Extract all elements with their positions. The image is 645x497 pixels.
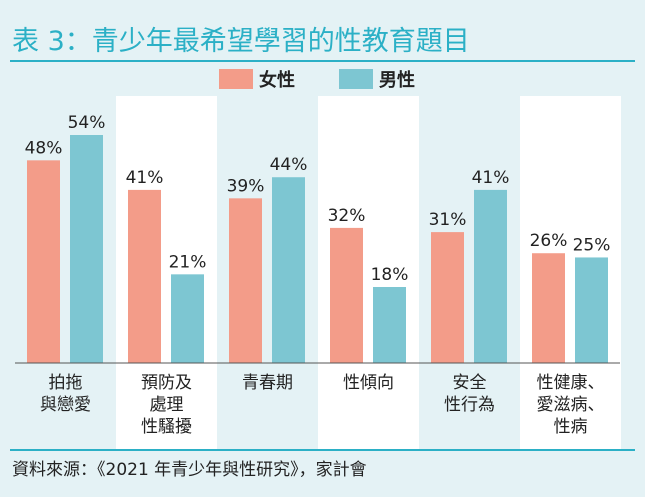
bar-male <box>575 257 608 363</box>
category-label: 性行為 <box>444 395 495 415</box>
value-labels: 48%54% 41% 21% 39%44% 32% 18% 31% 41% 26% 25% <box>25 113 611 285</box>
value-label: 39% <box>227 176 265 196</box>
bar-male <box>70 135 103 363</box>
bar-female <box>532 253 565 363</box>
value-label: 41% <box>472 168 510 188</box>
category-label: 性傾向 <box>343 373 394 393</box>
value-label: 21% <box>169 252 207 272</box>
bar-male <box>272 177 305 363</box>
legend-swatch-male <box>339 69 373 89</box>
category-label: 性騷擾 <box>141 417 192 437</box>
category-label: 性病 <box>554 417 588 437</box>
category-label: 預防及 <box>141 373 192 393</box>
chart-title: 表 3：青少年最希望學習的性教育題目 <box>12 26 470 57</box>
source-text: 資料來源：《2021 年青少年與性研究》，家計會 <box>12 460 367 480</box>
value-label: 25% <box>573 235 611 255</box>
bar-female <box>27 160 60 363</box>
bars <box>27 135 608 363</box>
value-label: 26% <box>530 231 568 251</box>
value-label: 48% <box>25 138 63 158</box>
legend-label-female: 女性 <box>259 69 295 91</box>
legend-label-male: 男性 <box>379 69 415 91</box>
category-label: 與戀愛 <box>40 395 91 415</box>
bar-female <box>431 232 464 363</box>
value-label: 54% <box>68 113 106 133</box>
value-label: 44% <box>270 155 308 175</box>
bar-male <box>474 189 507 363</box>
bar-male <box>171 274 204 363</box>
value-label: 18% <box>371 265 409 285</box>
value-label: 41% <box>126 168 164 188</box>
bar-male <box>373 287 406 363</box>
value-label: 32% <box>328 206 366 226</box>
bar-female <box>128 189 161 363</box>
category-label: 青春期 <box>242 373 293 393</box>
category-label: 拍拖 <box>49 373 83 393</box>
legend: 女性 男性 <box>219 69 415 91</box>
bar-female <box>330 227 363 363</box>
legend-swatch-female <box>219 69 253 89</box>
category-label: 處理 <box>150 395 184 415</box>
category-label: 性健康、 <box>537 373 605 393</box>
value-label: 31% <box>429 210 467 230</box>
bar-female <box>229 198 262 363</box>
category-label: 安全 <box>453 373 487 393</box>
category-label: 愛滋病、 <box>537 395 605 415</box>
